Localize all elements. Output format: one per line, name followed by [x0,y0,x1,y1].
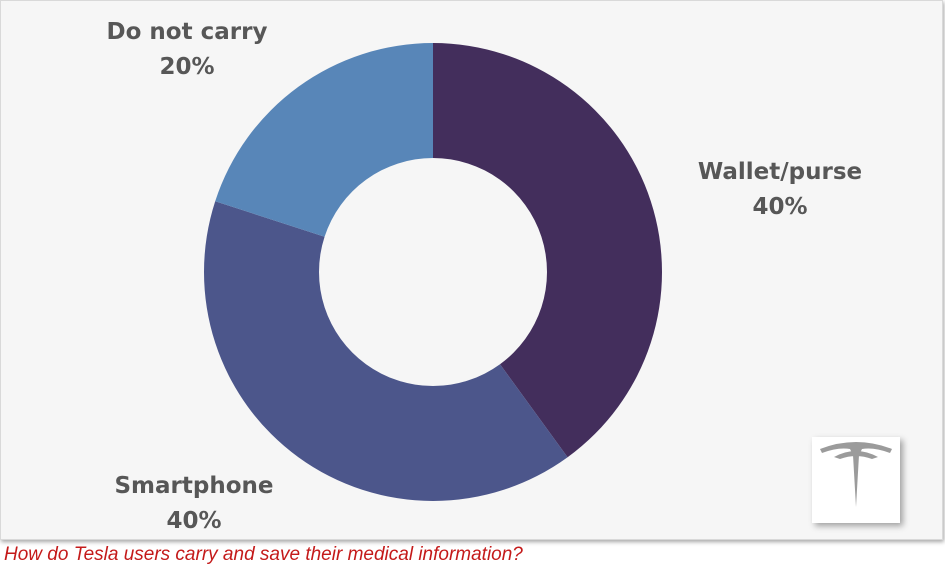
donut-slices [203,43,662,501]
slice-label: Smartphone [114,473,273,499]
donut-chart: Wallet/purse 40% Smartphone 40% Do not carry… [107,19,863,534]
tesla-logo [812,437,900,523]
slice-value-label: 40% [166,508,221,534]
tesla-logo-icon [820,442,892,507]
slice-label: Do not carry [107,19,268,45]
chart-panel: Wallet/purse 40% Smartphone 40% Do not carry… [0,0,943,540]
caption: How do Tesla users carry and save their … [4,544,523,565]
slice-smartphone [203,201,568,501]
slice-value-label: 20% [159,54,214,80]
slice-labels: Wallet/purse 40% Smartphone 40% Do not carry… [107,19,863,534]
slice-do-not-carry [215,43,433,237]
slice-wallet-purse [433,43,662,458]
slice-value-label: 40% [752,194,807,220]
slice-label: Wallet/purse [698,159,862,185]
